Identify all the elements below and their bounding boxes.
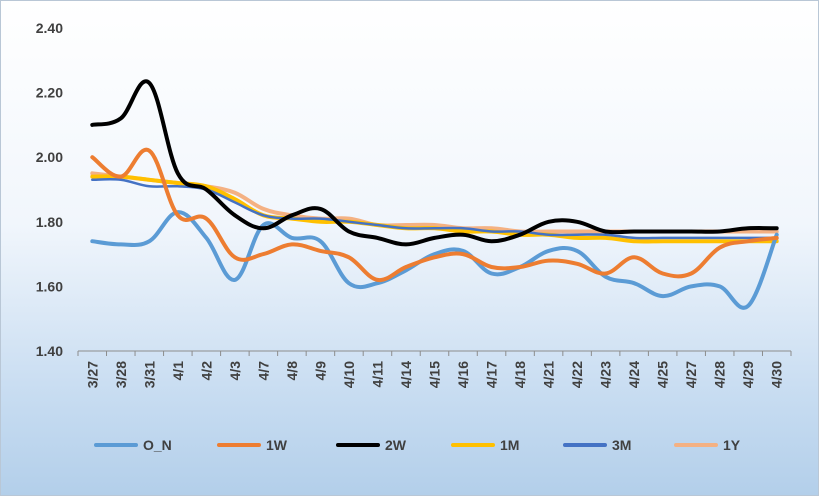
x-tick-label: 4/11 (369, 361, 385, 388)
x-tick-label: 4/30 (769, 361, 785, 388)
x-tick-label: 4/23 (598, 361, 614, 388)
series-line-3m (91, 178, 778, 240)
y-tick-label: 1.60 (36, 278, 63, 294)
x-tick-label: 4/3 (227, 361, 243, 381)
x-tick-label: 4/28 (712, 361, 728, 388)
x-tick-label: 4/17 (484, 361, 500, 388)
legend-label-1w: 1W (266, 437, 288, 453)
x-tick-label: 4/16 (455, 361, 471, 388)
y-tick-label: 1.40 (36, 343, 63, 359)
x-tick-label: 4/15 (427, 361, 443, 388)
legend-label-1m: 1M (500, 437, 519, 453)
x-tick-label: 4/25 (655, 361, 671, 388)
x-tick-label: 4/29 (740, 361, 756, 388)
y-tick-label: 1.80 (36, 214, 63, 230)
legend-label-3m: 3M (612, 437, 631, 453)
x-tick-label: 4/21 (541, 361, 557, 388)
y-tick-label: 2.00 (36, 149, 63, 165)
x-tick-label: 4/22 (569, 361, 585, 388)
x-tick-label: 4/9 (312, 361, 328, 381)
x-tick-label: 3/27 (84, 361, 100, 388)
x-tick-label: 4/18 (512, 361, 528, 388)
x-tick-label: 4/8 (284, 361, 300, 381)
legend-label-2w: 2W (385, 437, 407, 453)
x-tick-label: 3/31 (141, 361, 157, 388)
y-tick-label: 2.20 (36, 85, 63, 101)
x-tick-label: 4/1 (170, 361, 186, 381)
x-tick-label: 4/27 (683, 361, 699, 388)
series-line-2w (90, 79, 779, 247)
series-line-1w (90, 147, 779, 283)
x-tick-label: 3/28 (113, 361, 129, 388)
x-tick-label: 4/7 (255, 361, 271, 381)
legend-label-on: O_N (143, 437, 172, 453)
series-line-on (90, 210, 779, 310)
legend-label-1y: 1Y (723, 437, 741, 453)
x-tick-label: 4/14 (398, 361, 414, 388)
x-tick-label: 4/24 (626, 361, 642, 388)
x-tick-label: 4/10 (341, 361, 357, 388)
y-tick-label: 2.40 (36, 20, 63, 36)
x-tick-label: 4/2 (198, 361, 214, 381)
